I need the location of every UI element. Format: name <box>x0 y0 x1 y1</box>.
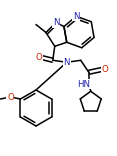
Text: N: N <box>53 18 59 27</box>
Text: HN: HN <box>77 80 90 89</box>
Text: N: N <box>64 58 70 67</box>
Text: O: O <box>101 65 108 74</box>
Text: O: O <box>35 53 42 62</box>
Text: O: O <box>7 93 14 102</box>
Text: N: N <box>73 12 79 21</box>
